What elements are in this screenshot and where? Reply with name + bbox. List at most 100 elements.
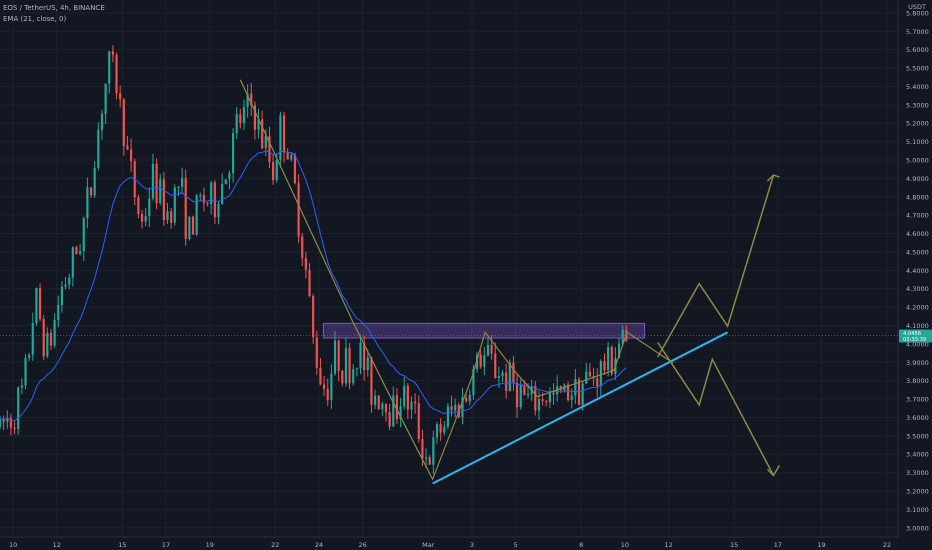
price-tick-label: 3.6000 (906, 414, 929, 422)
candle-body (399, 406, 402, 420)
candle-body (210, 182, 213, 205)
candle-body (6, 417, 9, 422)
candle-body (370, 357, 373, 405)
candle-body (159, 179, 162, 204)
candle-body (516, 382, 519, 408)
projection-up-path (657, 174, 775, 358)
candle-body (119, 93, 122, 100)
candle-body (552, 392, 555, 395)
candle-body (46, 332, 49, 357)
candle-body (261, 119, 264, 149)
current-price-badge (899, 329, 932, 343)
candle-body (151, 163, 155, 199)
candle-body (57, 305, 60, 320)
time-tick-label: 3 (470, 541, 474, 549)
candle-body (392, 395, 395, 427)
candle-body (217, 203, 220, 218)
time-tick-label: 19 (817, 541, 825, 549)
candle-body (526, 394, 530, 396)
candle-body (122, 99, 125, 146)
candle-body (494, 353, 497, 379)
candle-body (381, 403, 384, 410)
ema-line (0, 150, 627, 422)
candle-body (588, 371, 592, 377)
candle-body (111, 51, 114, 55)
candle-body (603, 361, 606, 371)
candle-body (268, 136, 271, 163)
candle-body (450, 406, 453, 411)
candle-body (373, 395, 377, 405)
candle-body (421, 439, 424, 459)
candle-body (570, 395, 573, 401)
candle-body (508, 362, 511, 391)
candle-body (64, 284, 67, 287)
candle-body (312, 296, 315, 338)
candle-body (534, 386, 537, 411)
candle-body (468, 394, 471, 402)
price-tick-label: 4.6000 (906, 230, 929, 238)
price-tick-label: 5.6000 (906, 46, 929, 54)
candle-body (607, 347, 610, 371)
time-axis[interactable]: 10 12 15 17 19 22 24 26 Mar 3 5 8 10 12 15 17 19 22 (0, 536, 898, 550)
candle-body (257, 119, 260, 130)
candle-body (366, 357, 369, 371)
candle-body (377, 395, 380, 410)
candle-body (206, 202, 209, 205)
candle-body (566, 384, 570, 401)
candle-body (253, 105, 256, 130)
candle-body (140, 213, 144, 222)
candle-body (428, 457, 431, 465)
pattern-layer (239, 79, 674, 481)
candle-body (290, 154, 293, 160)
candle-body (599, 361, 602, 387)
candle-body (42, 319, 45, 357)
candle-body (435, 424, 439, 438)
time-tick-label: 5 (514, 541, 518, 549)
candle-body (75, 247, 78, 254)
candle-body (574, 378, 577, 396)
candle-body (406, 385, 409, 410)
candle-body (79, 251, 82, 254)
price-tick-label: 5.2000 (906, 120, 929, 128)
candle-body (472, 369, 475, 395)
candle-body (126, 145, 129, 150)
candle-body (162, 179, 165, 221)
price-tick-label: 4.3000 (906, 285, 929, 293)
candle-body (497, 376, 500, 379)
currency-label: USDT (908, 3, 926, 11)
candle-body (596, 378, 599, 387)
candle-body (202, 195, 206, 203)
price-tick-label: 3.5000 (906, 432, 929, 440)
projection-layer (657, 174, 781, 477)
candle-body (28, 354, 31, 358)
time-tick-label: 17 (162, 541, 170, 549)
candle-body (71, 247, 74, 278)
candle-body (239, 114, 242, 123)
candle-body (355, 368, 358, 370)
candle-body (279, 115, 282, 160)
candle-body (86, 187, 89, 219)
price-tick-label: 4.7000 (906, 212, 929, 220)
candle-body (60, 286, 63, 306)
time-tick-label: Mar (422, 541, 435, 549)
candle-body (505, 372, 508, 391)
candle-body (293, 154, 297, 184)
candle-body (49, 332, 53, 346)
candle-body (104, 83, 107, 114)
price-tick-label: 5.3000 (906, 101, 929, 109)
candle-body (89, 187, 93, 196)
price-tick-label: 3.2000 (906, 488, 929, 496)
price-tick-label: 3.7000 (906, 396, 929, 404)
candle-body (424, 457, 428, 459)
candle-body (348, 348, 351, 384)
candle-body (501, 372, 504, 377)
candle-body (177, 186, 180, 188)
symbol-title: EOS / TetherUS, 4h, BINANCE (3, 4, 105, 12)
ema-layer (0, 150, 627, 422)
candle-body (617, 343, 621, 359)
price-tick-label: 4.1000 (906, 322, 929, 330)
candle-body (330, 373, 333, 401)
